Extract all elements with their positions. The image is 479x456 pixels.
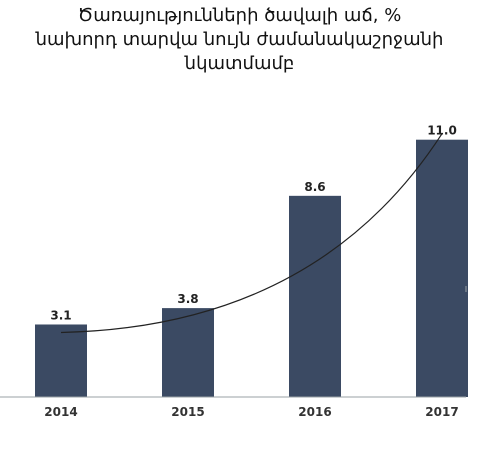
x-tick-label-2015: 2015 — [171, 405, 204, 419]
chart-title-line-2: նախորդ տարվա նույն ժամանակաշրջանի — [35, 29, 444, 50]
x-tick-label-2016: 2016 — [298, 405, 331, 419]
bar-2016 — [289, 195, 341, 397]
value-label-2017: 11.0 — [427, 124, 457, 138]
bar-2014 — [35, 324, 87, 397]
trendline — [60, 133, 443, 334]
x-tick-label-2017: 2017 — [425, 405, 458, 419]
chart-title-line-3: նկատմամբ — [184, 53, 295, 74]
value-labels-group: 3.1 3.8 8.6 11.0 — [50, 124, 456, 323]
trendline-group — [60, 133, 443, 334]
bar-2015 — [162, 308, 214, 397]
bar-2017 — [416, 139, 468, 397]
x-tick-label-2014: 2014 — [44, 405, 77, 419]
x-tick-labels-group: 2014 2015 2016 2017 — [44, 405, 458, 419]
value-label-2016: 8.6 — [304, 180, 325, 194]
bars-group — [35, 139, 468, 397]
value-label-2015: 3.8 — [177, 292, 198, 306]
value-label-2014: 3.1 — [50, 308, 71, 322]
chart-title: Ծառայությունների ծավալի աճ, % նախորդ տար… — [0, 4, 479, 76]
x-axis — [0, 286, 467, 398]
chart-title-line-1: Ծառայությունների ծավալի աճ, % — [77, 5, 402, 26]
